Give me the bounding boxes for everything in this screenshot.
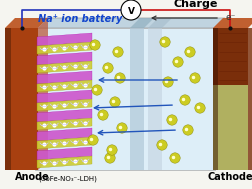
Text: Charge: Charge [173, 0, 217, 9]
Polygon shape [247, 28, 251, 170]
Circle shape [114, 73, 125, 83]
Circle shape [159, 37, 170, 47]
Circle shape [182, 125, 193, 135]
Circle shape [189, 73, 199, 83]
Circle shape [166, 115, 176, 125]
FancyBboxPatch shape [35, 28, 214, 170]
Circle shape [102, 63, 113, 73]
Polygon shape [5, 18, 48, 28]
Circle shape [162, 77, 173, 87]
Circle shape [98, 110, 108, 120]
Polygon shape [37, 147, 92, 160]
Circle shape [91, 85, 102, 95]
Text: Cathode: Cathode [206, 172, 252, 182]
Polygon shape [37, 90, 92, 103]
Polygon shape [37, 42, 92, 54]
Polygon shape [37, 80, 92, 92]
Polygon shape [37, 137, 92, 149]
Polygon shape [5, 28, 11, 170]
Polygon shape [37, 61, 92, 73]
Circle shape [89, 40, 100, 50]
Circle shape [87, 135, 98, 145]
Polygon shape [35, 18, 224, 28]
Circle shape [109, 97, 120, 107]
Polygon shape [37, 118, 92, 130]
Polygon shape [37, 109, 92, 122]
Text: (CoFe-NO₃⁻-LDH): (CoFe-NO₃⁻-LDH) [38, 176, 97, 182]
Text: e⁻: e⁻ [225, 13, 235, 22]
FancyBboxPatch shape [5, 28, 38, 170]
Polygon shape [130, 28, 143, 170]
Polygon shape [70, 33, 92, 165]
Circle shape [104, 153, 115, 163]
Circle shape [169, 153, 179, 163]
Polygon shape [37, 33, 92, 46]
Polygon shape [212, 28, 217, 170]
Circle shape [156, 140, 167, 150]
Polygon shape [37, 52, 92, 65]
Polygon shape [37, 156, 92, 168]
Text: Na⁺ ion battery: Na⁺ ion battery [38, 14, 122, 24]
Polygon shape [37, 71, 92, 84]
Circle shape [106, 145, 117, 155]
Polygon shape [37, 128, 92, 141]
Circle shape [179, 95, 190, 105]
Polygon shape [212, 85, 247, 170]
Polygon shape [147, 18, 171, 28]
Circle shape [184, 47, 195, 57]
Polygon shape [212, 18, 252, 28]
Polygon shape [37, 99, 92, 111]
Text: Anode: Anode [15, 172, 50, 182]
Circle shape [194, 103, 204, 113]
Polygon shape [212, 28, 247, 85]
Polygon shape [38, 18, 48, 170]
Circle shape [172, 57, 182, 67]
Polygon shape [130, 18, 153, 28]
Circle shape [120, 0, 140, 20]
Polygon shape [147, 28, 161, 170]
Circle shape [112, 47, 123, 57]
Circle shape [116, 123, 127, 133]
Text: V: V [127, 7, 134, 16]
